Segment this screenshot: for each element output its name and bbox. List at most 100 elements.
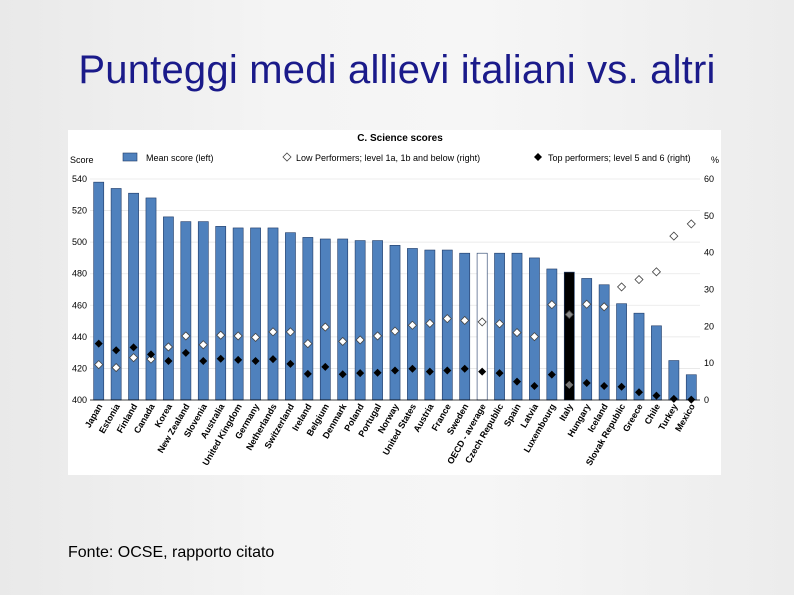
bar-norway [389, 245, 401, 401]
top-performer-point [530, 382, 539, 391]
y-axis-left-label: Score [70, 155, 94, 165]
top-performer-point [547, 370, 556, 379]
bar-switzerland [285, 232, 296, 401]
bar-finland [128, 192, 139, 401]
bar-france [441, 249, 453, 401]
legend-mean-label: Mean score (left) [146, 153, 214, 163]
top-performer-point [582, 379, 591, 388]
top-performer-point [112, 346, 121, 355]
low-performer-point [599, 302, 609, 312]
low-performer-point [338, 336, 348, 347]
legend-low-marker [282, 152, 292, 162]
bar-italy [563, 271, 575, 401]
y-axis-right-label: % [711, 155, 719, 165]
low-performer-point [669, 231, 679, 241]
chart-title: C. Science scores [357, 133, 443, 144]
source-note: Fonte: OCSE, rapporto citato [68, 544, 275, 561]
right-tick-label: 0 [704, 395, 709, 405]
top-performer-point [391, 366, 399, 375]
low-performer-point [146, 354, 156, 364]
bar-germany [250, 227, 261, 401]
low-performer-point [303, 339, 313, 349]
top-performer-point [408, 364, 417, 373]
low-performer-point [129, 353, 139, 363]
bar-australia [215, 226, 227, 401]
low-performer-point [495, 319, 505, 329]
top-performer-point [181, 348, 190, 357]
right-tick-label: 50 [704, 211, 714, 221]
top-performer-point [356, 369, 365, 378]
bar-canada [145, 197, 157, 401]
left-tick-label: 480 [72, 269, 87, 279]
left-tick-label: 420 [72, 363, 87, 373]
legend: Mean score (left) Low Performers; level … [122, 152, 691, 163]
top-performer-point [94, 339, 103, 348]
left-tick-label: 400 [72, 395, 87, 405]
right-axis-ticks: 0 10 20 30 40 50 60 [704, 174, 714, 405]
bar-belgium [319, 238, 331, 401]
top-performer-point [234, 355, 243, 364]
top-performer-point [513, 377, 521, 386]
top-performer-point [269, 355, 277, 364]
top-performer-point [129, 343, 138, 352]
low-performer-point [460, 315, 470, 326]
low-performer-point [111, 363, 121, 373]
low-performer-markers [94, 219, 696, 373]
right-tick-label: 10 [704, 358, 714, 368]
legend-top-marker [534, 153, 542, 161]
right-tick-label: 20 [704, 321, 714, 331]
bar-slovenia [197, 221, 209, 401]
bar-chile [651, 325, 662, 401]
low-performer-point [285, 327, 295, 337]
left-tick-label: 460 [72, 300, 87, 310]
low-performer-point [268, 327, 278, 337]
bar-oecd-average [476, 252, 488, 401]
top-performer-point [495, 369, 504, 378]
low-performer-point [547, 300, 557, 310]
top-performer-point [565, 380, 574, 389]
low-performer-point [390, 326, 400, 336]
low-performer-point [529, 332, 539, 342]
bar-luxembourg [546, 268, 558, 401]
top-performer-point [216, 354, 225, 363]
top-performer-point [251, 356, 260, 365]
low-performer-point [442, 314, 452, 324]
bar-latvia [529, 257, 540, 401]
low-performer-point [251, 332, 261, 342]
top-performer-point [635, 388, 643, 397]
top-performer-point [600, 382, 609, 391]
slide-title: Punteggi medi allievi italiani vs. altri [78, 48, 716, 92]
top-performer-point [147, 350, 155, 359]
low-performer-point [651, 267, 661, 277]
top-performer-point [669, 394, 678, 403]
top-performer-point [199, 356, 208, 365]
low-performer-point [686, 219, 696, 229]
legend-top-label: Top performers; level 5 and 6 (right) [548, 153, 691, 163]
left-tick-label: 500 [72, 237, 87, 247]
left-tick-label: 440 [72, 332, 87, 342]
low-performer-point [320, 322, 330, 332]
bar-united-kingdom [232, 227, 244, 401]
top-performer-point [164, 356, 173, 365]
bar-turkey [668, 360, 680, 401]
low-performer-point [617, 282, 627, 292]
low-performer-point [94, 360, 104, 370]
low-performer-point [564, 309, 574, 320]
bar-sweden [459, 252, 471, 401]
right-tick-label: 60 [704, 174, 714, 184]
legend-mean-swatch [122, 152, 138, 162]
right-tick-label: 40 [704, 248, 714, 258]
low-performer-point [373, 331, 383, 341]
top-performer-point [303, 369, 312, 378]
top-performer-point [338, 370, 347, 379]
chart-panel: C. Science scores Score % Mean score (le… [68, 130, 721, 475]
top-performer-point [373, 368, 382, 377]
bar-netherlands [267, 227, 279, 401]
top-performer-point [478, 367, 487, 376]
top-performer-point [321, 362, 330, 371]
low-performer-point [582, 299, 592, 309]
left-axis-ticks: 400 420 440 460 480 500 520 540 [72, 174, 87, 405]
bar-greece [633, 312, 645, 401]
legend-low-label: Low Performers; level 1a, 1b and below (… [296, 153, 480, 163]
